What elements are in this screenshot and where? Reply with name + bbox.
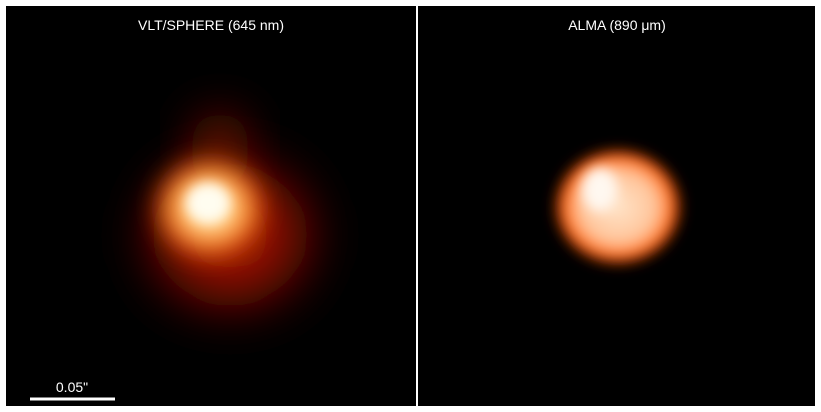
panel-label: VLT/SPHERE (645 nm) bbox=[138, 17, 284, 33]
star-disk bbox=[550, 145, 686, 269]
page: VLT/SPHERE (645 nm) 0.05" ALMA (890 μm) … bbox=[0, 0, 821, 412]
right-panel: ALMA (890 μm) bbox=[418, 6, 815, 406]
scale-bar-label: 0.05" bbox=[56, 379, 88, 395]
figure: VLT/SPHERE (645 nm) 0.05" ALMA (890 μm) bbox=[0, 0, 821, 412]
panel-label: ALMA (890 μm) bbox=[568, 17, 666, 33]
left-panel: VLT/SPHERE (645 nm) 0.05" bbox=[6, 6, 416, 406]
star-peak bbox=[186, 183, 230, 223]
bright-spot bbox=[582, 168, 618, 212]
